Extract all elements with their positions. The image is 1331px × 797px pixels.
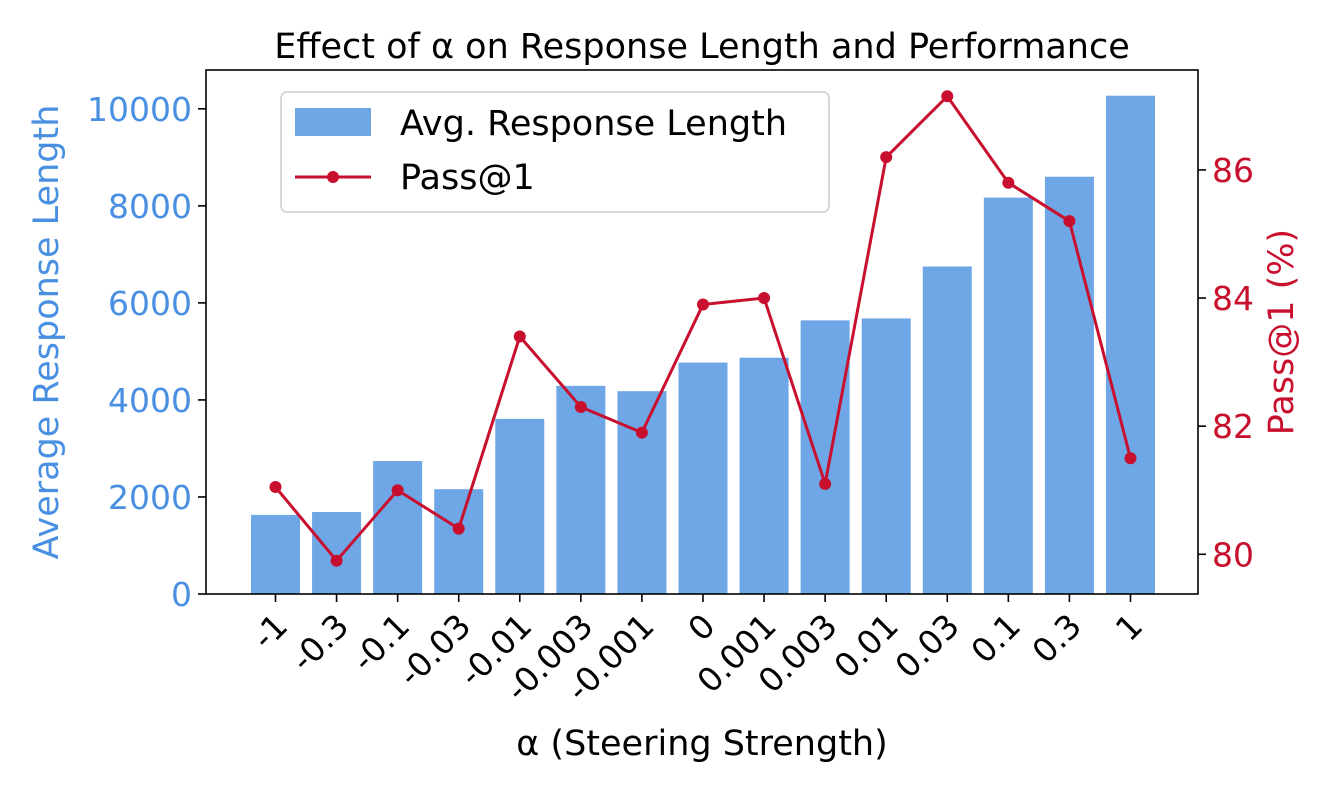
point--0.03	[452, 522, 465, 535]
bar--0.003	[556, 385, 606, 594]
right-tick-label: 84	[1212, 279, 1254, 318]
right-tick-label: 80	[1212, 535, 1254, 574]
bar-0.003	[800, 320, 850, 594]
point-0	[696, 298, 709, 311]
bar-1	[1105, 95, 1155, 595]
left-axis-ticks: 0 2000 4000 6000 8000 10000	[87, 90, 206, 614]
legend-bar-label: Avg. Response Length	[400, 104, 787, 144]
bar--1	[251, 514, 300, 594]
x-axis-ticks: -1-0.3-0.1-0.03-0.01-0.003-0.001 00.0010.…	[244, 594, 1150, 709]
bar--0.1	[373, 461, 423, 594]
line-layer	[269, 90, 1137, 567]
x-tick-label: 0	[680, 606, 722, 648]
bar--0.01	[495, 418, 545, 594]
bar-0.1	[983, 197, 1033, 594]
chart-title: Effect of α on Response Length and Perfo…	[274, 27, 1129, 67]
bar-0.01	[861, 318, 911, 594]
legend: Avg. Response Length Pass@1	[280, 91, 830, 213]
x-tick-label: -0.3	[283, 606, 356, 679]
x-tick-label: 0.1	[963, 606, 1028, 671]
left-tick-label: 8000	[108, 187, 192, 226]
bar--0.3	[312, 512, 362, 594]
x-axis-label: α (Steering Strength)	[516, 724, 888, 764]
point-0.1	[1002, 176, 1015, 189]
point-0.01	[880, 151, 893, 164]
x-tick-label: 0.03	[887, 606, 967, 686]
legend-line-marker	[327, 171, 339, 183]
point-1	[1124, 452, 1137, 465]
left-tick-label: 6000	[108, 284, 192, 323]
y-axis-left-label: Average Response Length	[27, 105, 67, 560]
bar-0.3	[1044, 176, 1094, 595]
right-tick-label: 82	[1212, 407, 1254, 446]
point-0.001	[758, 292, 771, 305]
point-0.003	[819, 477, 832, 490]
point--0.003	[574, 400, 587, 413]
bar--0.001	[617, 391, 667, 594]
point--0.01	[513, 330, 526, 343]
y-axis-right-label: Pass@1 (%)	[1262, 229, 1302, 435]
point--0.3	[330, 554, 343, 567]
point-0.03	[941, 90, 954, 103]
legend-bar-swatch	[295, 108, 371, 136]
bar-0	[678, 362, 728, 594]
bar--0.03	[434, 489, 484, 594]
left-tick-label: 10000	[87, 90, 192, 129]
right-axis-ticks: 80 82 84 86	[1198, 151, 1254, 574]
left-tick-label: 4000	[108, 381, 192, 420]
x-tick-label: 1	[1108, 606, 1150, 648]
bar-0.001	[739, 357, 789, 594]
point--1	[269, 481, 282, 494]
point--0.1	[391, 484, 404, 497]
point--0.001	[635, 426, 648, 439]
plot-frame	[205, 69, 1199, 595]
right-tick-label: 86	[1212, 151, 1254, 190]
x-tick-label: 0.3	[1024, 606, 1089, 671]
legend-line-label: Pass@1	[400, 158, 535, 198]
legend-box	[280, 91, 830, 213]
point-0.3	[1063, 215, 1076, 228]
x-tick-label: 0.01	[826, 606, 906, 686]
bar-0.03	[922, 266, 972, 594]
bars-layer	[251, 95, 1155, 595]
left-tick-label: 2000	[108, 478, 192, 517]
left-tick-label: 0	[171, 575, 192, 614]
